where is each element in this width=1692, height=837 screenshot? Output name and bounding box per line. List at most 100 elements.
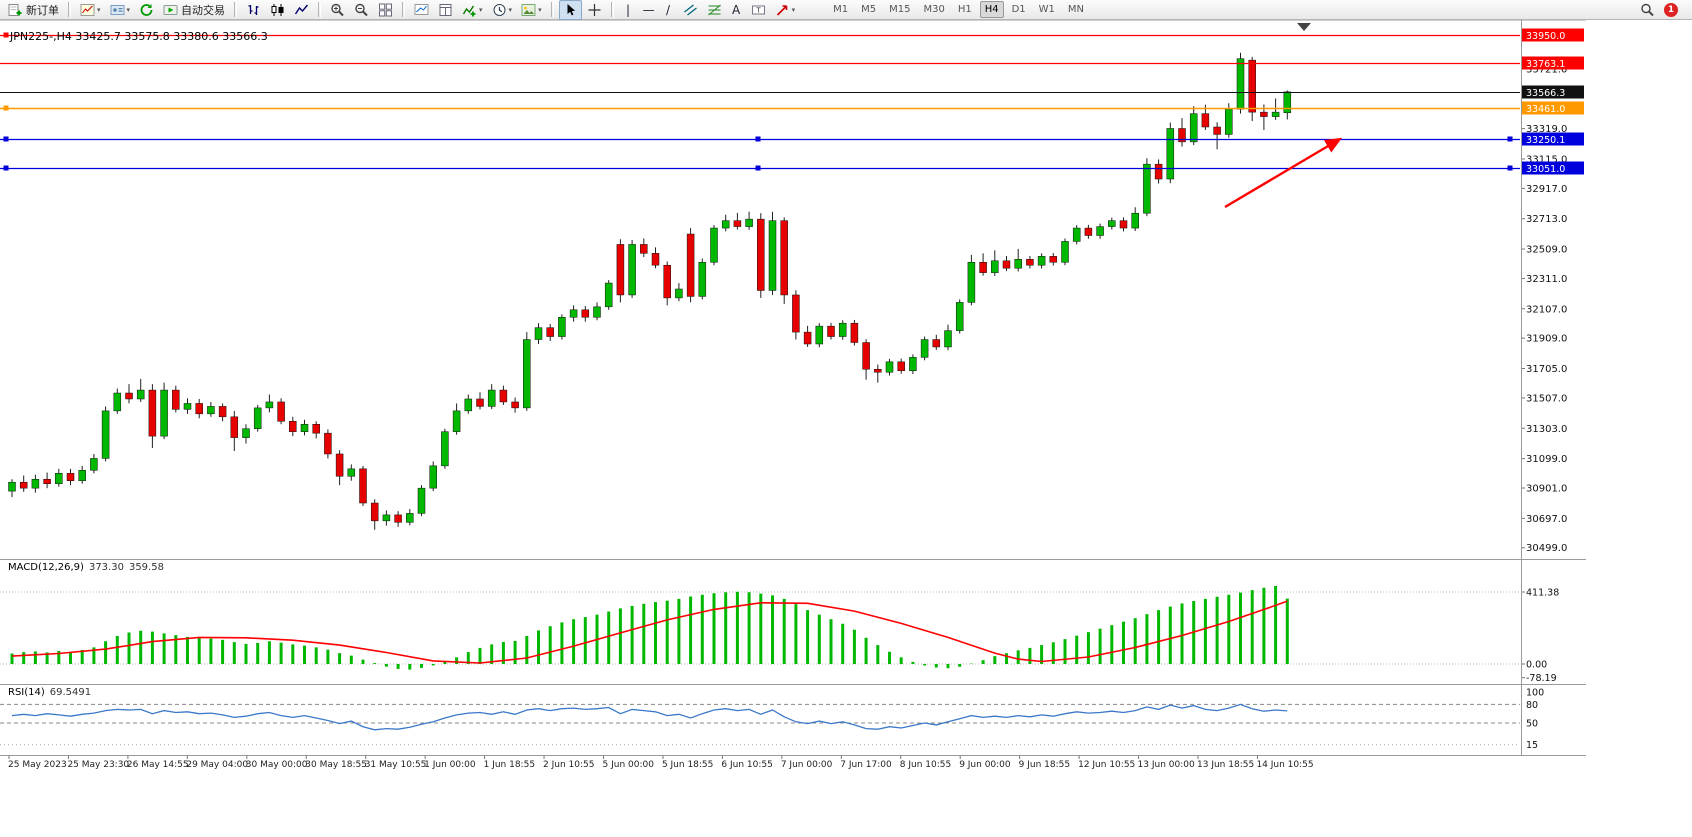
templates-button[interactable]: ▾ <box>517 0 546 20</box>
support-line-blue-1-price-badge <box>1522 132 1584 146</box>
macd-signal-value: 359.58 <box>128 562 164 573</box>
candle-bull <box>1037 256 1046 266</box>
arrows-button[interactable]: ▾ <box>771 0 800 20</box>
candlestick-chart-button[interactable] <box>266 0 289 20</box>
time-label: 13 Jun 00:00 <box>1138 760 1195 770</box>
crosshair-button[interactable] <box>583 0 606 20</box>
resistance-line-lower-price-badge-label: 33763.1 <box>1526 59 1565 70</box>
price-tick-label: 30697.0 <box>1526 514 1567 525</box>
time-label: 30 May 00:00 <box>246 760 308 770</box>
candle-bear <box>19 481 28 489</box>
support-line-blue-1-handle[interactable] <box>755 136 761 142</box>
timeframe-m30-button[interactable]: M30 <box>923 4 945 15</box>
text-button-glyph: A <box>731 2 741 17</box>
cursor-button[interactable] <box>558 0 582 20</box>
candle-bull <box>1131 212 1139 229</box>
resistance-line-lower-price-badge <box>1522 56 1584 70</box>
bars-icon <box>248 4 259 15</box>
fibonacci-button[interactable] <box>703 0 726 20</box>
support-line-blue-1-handle[interactable] <box>3 136 9 142</box>
candle-bull <box>569 309 578 318</box>
text-label-button[interactable]: T <box>747 0 770 20</box>
time-label: 1 Jun 18:55 <box>484 760 535 770</box>
chart-title-text: JPN225-,H4 33425.7 33575.8 33380.6 33566… <box>10 30 268 43</box>
candle-bull <box>698 261 707 297</box>
zoom-in-button[interactable] <box>326 0 349 20</box>
zoom-in-icon <box>331 3 344 16</box>
text-button[interactable]: A <box>727 0 746 20</box>
candle-bull <box>487 389 496 407</box>
vertical-line-button[interactable]: | <box>619 0 638 20</box>
resistance-line-upper-handle[interactable] <box>3 32 9 38</box>
trend-arrow[interactable] <box>1224 137 1343 209</box>
timeframe-w1-button[interactable]: W1 <box>1038 4 1055 15</box>
support-line-blue-2-handle[interactable] <box>1507 165 1513 171</box>
equidistant-channel-button[interactable] <box>679 0 702 20</box>
tester-icon <box>414 3 429 15</box>
timeframe-m15-button[interactable]: M15 <box>889 4 911 15</box>
new-chart-button[interactable]: ▾ <box>76 0 105 20</box>
autotrading-button[interactable]: 自动交易 <box>159 0 229 20</box>
candle-bear <box>476 398 484 407</box>
bid-price-line-price-badge <box>1522 85 1584 99</box>
indicators-button[interactable]: ▾ <box>458 0 487 20</box>
data-window-button[interactable] <box>434 0 457 20</box>
strategy-tester-button[interactable] <box>410 0 433 20</box>
support-line-blue-1-handle[interactable] <box>1507 136 1513 142</box>
tile-windows-button[interactable] <box>374 0 397 20</box>
clock-icon <box>493 3 506 16</box>
time-label: 8 Jun 10:55 <box>900 760 951 770</box>
new-order-button[interactable]: 新订单 <box>4 0 63 20</box>
search-button[interactable] <box>1636 0 1659 20</box>
candle-bull <box>967 261 976 303</box>
notification-badge[interactable]: 1 <box>1664 2 1678 17</box>
new-chart-icon <box>80 3 95 16</box>
timeframe-m5-button[interactable]: M5 <box>861 4 877 15</box>
chart-shift-marker[interactable] <box>1297 23 1311 31</box>
refresh-button[interactable] <box>135 0 158 20</box>
time-label: 29 May 04:00 <box>186 760 248 770</box>
time-label: 2 Jun 10:55 <box>543 760 594 770</box>
candle-bear <box>616 244 625 296</box>
candle-bull <box>1014 259 1022 269</box>
support-line-blue-2-handle[interactable] <box>3 165 9 171</box>
candle-bear <box>66 473 75 481</box>
candle-bear <box>312 423 320 434</box>
time-label: 7 Jun 00:00 <box>781 760 833 770</box>
zoom-out-button[interactable] <box>350 0 373 20</box>
time-label: 7 Jun 17:00 <box>840 760 892 770</box>
bar-chart-button[interactable] <box>242 0 265 20</box>
timeframe-h4-button[interactable]: H4 <box>979 1 1004 18</box>
candles-icon <box>271 3 284 16</box>
new-order-button-label: 新订单 <box>26 3 59 17</box>
label-icon: T <box>751 5 765 14</box>
horizontal-line-button[interactable]: — <box>639 0 658 20</box>
support-line-blue-2-handle[interactable] <box>755 165 761 171</box>
dropdown-caret-icon: ▾ <box>508 5 513 14</box>
timeframe-d1-button[interactable]: D1 <box>1011 4 1026 15</box>
candle-bull <box>55 473 63 484</box>
line-chart-button[interactable] <box>290 0 313 20</box>
resistance-line-upper-price-badge-label: 33950.0 <box>1526 31 1565 42</box>
time-label: 26 May 14:55 <box>127 760 189 770</box>
timeframe-m1-button[interactable]: M1 <box>833 4 849 15</box>
support-line-orange-handle[interactable] <box>3 105 9 111</box>
candle-bear <box>230 416 239 438</box>
profiles-button[interactable]: ▾ <box>106 0 135 20</box>
candle-bear <box>897 361 905 371</box>
price-tick-label: 31507.0 <box>1526 393 1567 404</box>
dropdown-caret-icon: ▾ <box>97 5 101 14</box>
periods-button[interactable]: ▾ <box>488 0 517 20</box>
candle-bull <box>160 389 168 437</box>
candle-bear <box>546 327 554 337</box>
timeframe-h1-button[interactable]: H1 <box>957 4 972 15</box>
candle-bear <box>1002 260 1011 269</box>
candle-bull <box>452 410 461 432</box>
candle-bear <box>148 389 157 437</box>
macd-indicator-label: MACD(12,26,9) 373.30 359.58 <box>8 562 164 573</box>
trendline-button[interactable]: / <box>659 0 678 20</box>
indicators-icon <box>462 5 476 16</box>
time-label: 1 Jun 00:00 <box>424 760 476 770</box>
timeframe-mn-button[interactable]: MN <box>1067 4 1085 15</box>
